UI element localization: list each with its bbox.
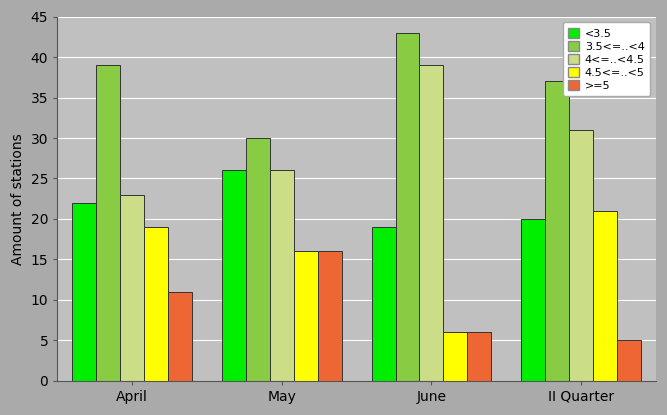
Bar	[569, 130, 593, 381]
Bar	[521, 219, 545, 381]
Y-axis label: Amount of stations: Amount of stations	[11, 133, 25, 265]
Bar	[593, 211, 617, 381]
Bar	[270, 171, 293, 381]
Bar	[222, 171, 246, 381]
Bar	[372, 227, 396, 381]
Bar	[246, 138, 270, 381]
Bar	[396, 33, 420, 381]
Bar	[444, 332, 468, 381]
Bar	[293, 251, 317, 381]
Bar	[120, 195, 144, 381]
Bar	[72, 203, 96, 381]
Bar	[617, 340, 641, 381]
Legend: <3.5, 3.5<=..<4, 4<=..<4.5, 4.5<=..<5, >=5: <3.5, 3.5<=..<4, 4<=..<4.5, 4.5<=..<5, >…	[562, 22, 650, 96]
Bar	[168, 292, 192, 381]
Bar	[468, 332, 492, 381]
Bar	[96, 65, 120, 381]
Bar	[545, 81, 569, 381]
Bar	[420, 65, 444, 381]
Bar	[317, 251, 342, 381]
Bar	[144, 227, 168, 381]
